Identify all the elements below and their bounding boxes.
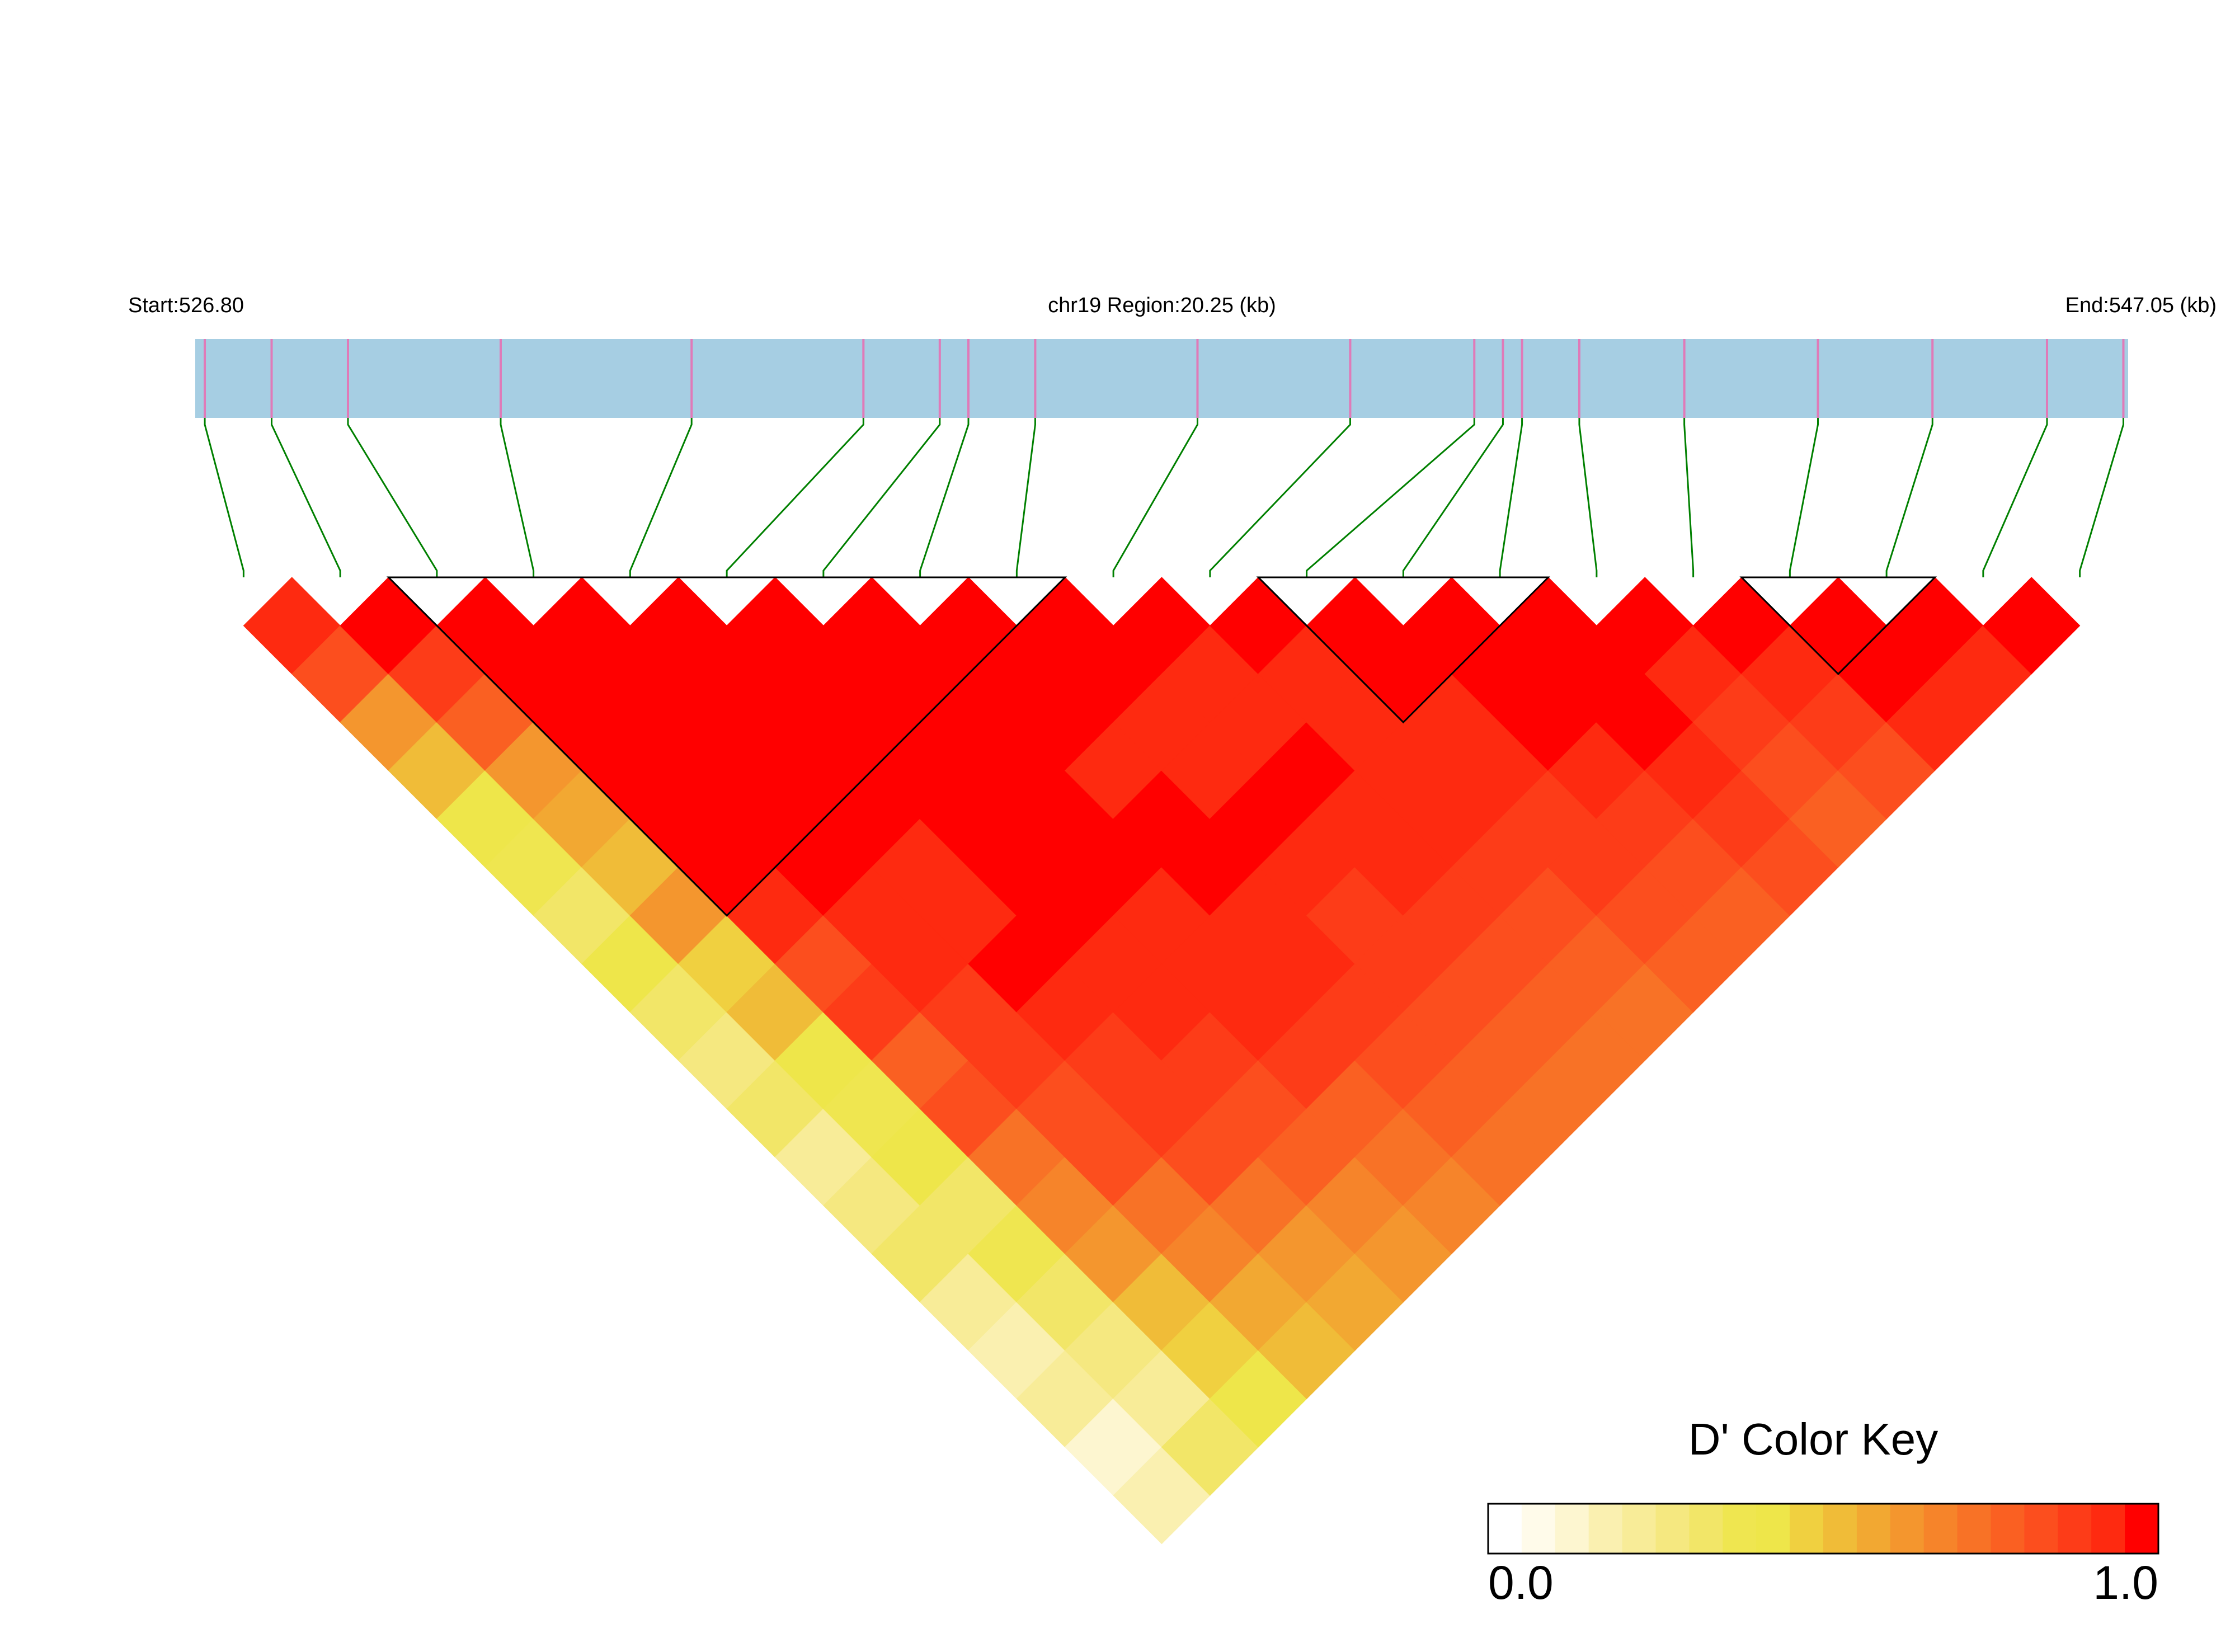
region-track: [195, 339, 2128, 418]
color-key-tick-label: 1.0: [2093, 1556, 2158, 1609]
ld-cell: [1983, 577, 2081, 675]
snp-connector: [629, 418, 693, 577]
snp-connector: [1885, 418, 1933, 577]
color-key-border: [1487, 1503, 2159, 1555]
ld-block: [1256, 576, 1551, 724]
color-key-tick-label: 0.0: [1488, 1556, 1554, 1609]
snp-connector: [726, 418, 864, 577]
color-key-swatch: [1521, 1504, 1556, 1554]
color-key-swatch: [1923, 1504, 1958, 1554]
color-key-swatch: [1856, 1504, 1891, 1554]
snp-connector: [270, 418, 341, 577]
color-key-swatch: [1890, 1504, 1925, 1554]
color-key-swatch: [2058, 1504, 2092, 1554]
snp-connector: [1982, 418, 2048, 577]
color-key-swatch: [1555, 1504, 1589, 1554]
color-key-swatch: [1622, 1504, 1656, 1554]
color-key-swatch: [1655, 1504, 1690, 1554]
color-key-swatch: [1756, 1504, 1790, 1554]
color-key-swatch: [1823, 1504, 1857, 1554]
color-key-swatch: [1488, 1504, 1522, 1554]
color-key-swatch: [1689, 1504, 1723, 1554]
snp-connector: [1683, 418, 1695, 577]
color-key-swatch: [1957, 1504, 1991, 1554]
color-key-swatch: [1588, 1504, 1623, 1554]
snp-connector: [919, 418, 970, 577]
snp-connector: [204, 418, 244, 577]
snp-connector: [1789, 418, 1819, 577]
region-label: chr19 Region:20.25 (kb): [1048, 294, 1276, 317]
snp-connector: [1402, 418, 1504, 577]
ld-block: [386, 576, 1067, 917]
snp-connector: [1209, 418, 1351, 577]
color-key-swatch: [2125, 1504, 2159, 1554]
snp-connector: [822, 418, 941, 577]
end-label: End:547.05 (kb): [2065, 294, 2217, 317]
snp-connector: [1499, 418, 1523, 577]
snp-connector: [1112, 418, 1198, 577]
snp-connector: [1306, 418, 1475, 577]
color-key-swatch: [2024, 1504, 2058, 1554]
ld-block: [1739, 576, 1937, 675]
color-key-swatch: [1790, 1504, 1824, 1554]
start-label: Start:526.80: [128, 294, 244, 317]
snp-connector: [1578, 418, 1598, 577]
color-key-swatch: [1723, 1504, 1757, 1554]
color-key-swatch: [2091, 1504, 2125, 1554]
color-key-title: D' Color Key: [1688, 1414, 1938, 1464]
snp-connector: [347, 418, 438, 577]
color-key-swatch: [1991, 1504, 2025, 1554]
snp-connector: [2079, 418, 2124, 577]
snp-connector: [500, 418, 535, 577]
snp-connector: [1015, 418, 1036, 577]
